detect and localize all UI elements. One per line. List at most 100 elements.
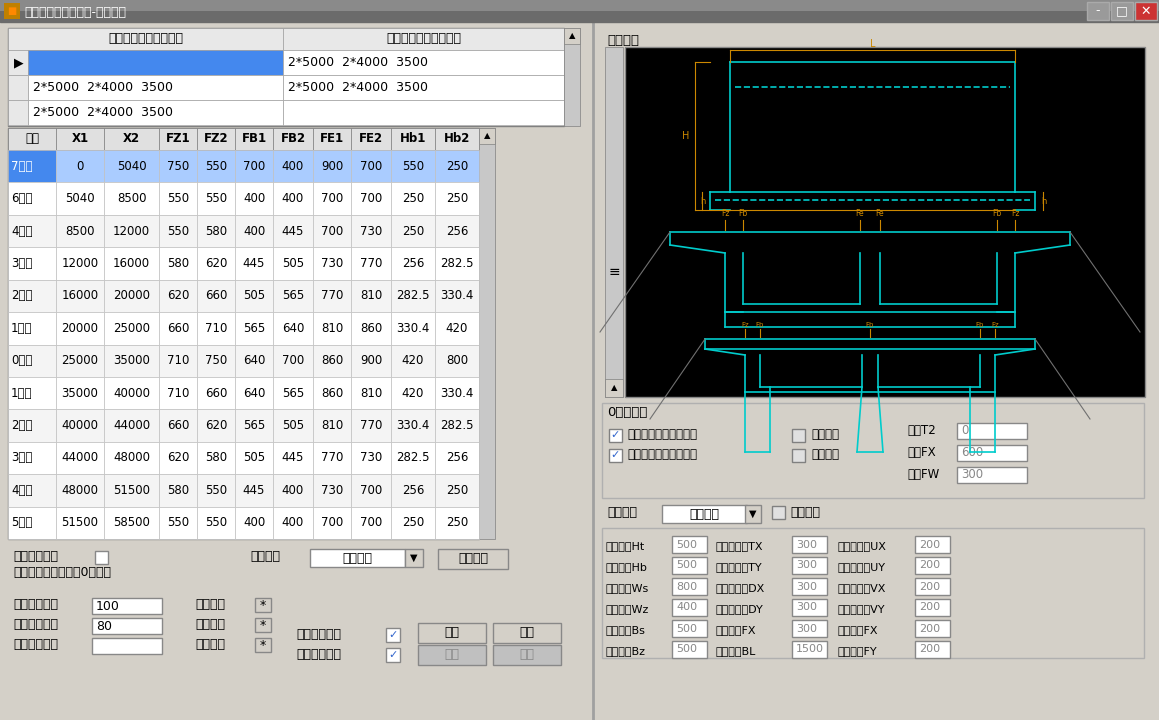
Text: X2: X2 (123, 132, 140, 145)
Text: 35000: 35000 (61, 387, 99, 400)
Text: 底板厚度Hb: 底板厚度Hb (605, 562, 647, 572)
Text: h: h (1041, 197, 1047, 205)
Bar (274, 215, 313, 247)
Bar (8, 28, 283, 50)
Bar (391, 410, 435, 442)
Text: 300: 300 (796, 539, 817, 549)
Text: 倒角FW: 倒角FW (907, 467, 939, 480)
Bar (1111, 2, 1134, 20)
Text: -: - (1095, 4, 1100, 17)
Text: Fb: Fb (866, 322, 874, 328)
Text: ■: ■ (7, 6, 16, 16)
Text: ▶: ▶ (14, 56, 23, 69)
Bar (435, 377, 479, 410)
Text: 断面倒角上TY: 断面倒角上TY (715, 562, 761, 572)
Bar (313, 128, 351, 150)
Bar (56, 377, 104, 410)
Bar (435, 279, 479, 312)
Text: 边腹板厚Ws: 边腹板厚Ws (605, 583, 648, 593)
Bar (197, 344, 235, 377)
Bar (104, 150, 159, 182)
Bar (8, 247, 56, 279)
Bar (283, 75, 564, 100)
Bar (235, 182, 274, 215)
Bar (351, 150, 391, 182)
Text: 腹板倒角FX: 腹板倒角FX (837, 625, 877, 635)
Text: 立面倒角上UY: 立面倒角上UY (837, 562, 885, 572)
Bar (672, 599, 707, 616)
Text: 505: 505 (282, 257, 304, 270)
Text: 500: 500 (676, 560, 697, 570)
Text: 2*5000  2*4000  3500: 2*5000 2*4000 3500 (32, 106, 173, 119)
Bar (351, 215, 391, 247)
Text: 实体横梁: 实体横梁 (688, 508, 719, 521)
Bar (351, 474, 391, 507)
Bar (8, 312, 56, 344)
Bar (274, 377, 313, 410)
Text: 25000: 25000 (112, 322, 150, 335)
Text: 800: 800 (446, 354, 468, 367)
Bar (159, 507, 197, 539)
Text: 580: 580 (205, 225, 227, 238)
Text: 700: 700 (321, 225, 343, 238)
Text: 节段划分长度（左侧）: 节段划分长度（左侧） (108, 32, 183, 45)
Bar (435, 312, 479, 344)
Bar (313, 474, 351, 507)
Bar (351, 128, 391, 150)
Bar (792, 536, 828, 553)
Text: 20000: 20000 (61, 322, 99, 335)
Bar (435, 410, 479, 442)
Text: 300: 300 (961, 469, 983, 482)
Text: 620: 620 (167, 289, 189, 302)
Text: Fb: Fb (992, 210, 1001, 218)
Text: L: L (869, 39, 875, 49)
Bar (235, 377, 274, 410)
Bar (391, 215, 435, 247)
Text: *: * (260, 618, 267, 631)
Bar (351, 377, 391, 410)
Bar (255, 598, 271, 612)
Text: 倒角FX: 倒角FX (907, 446, 935, 459)
Bar (159, 410, 197, 442)
Text: 250: 250 (402, 225, 424, 238)
Text: 550: 550 (167, 225, 189, 238)
Bar (391, 279, 435, 312)
Bar (56, 474, 104, 507)
Bar (159, 128, 197, 150)
Bar (672, 620, 707, 637)
Text: 282.5: 282.5 (396, 451, 430, 464)
Text: 282.5: 282.5 (440, 419, 474, 432)
Bar (435, 344, 479, 377)
Text: 250: 250 (446, 516, 468, 529)
Text: 断面倒角下DY: 断面倒角下DY (715, 604, 763, 614)
Bar (313, 150, 351, 182)
Text: 250: 250 (402, 192, 424, 205)
Text: 330.4: 330.4 (396, 419, 430, 432)
Text: 全部节段: 全部节段 (195, 639, 225, 652)
Bar (313, 507, 351, 539)
Text: 800: 800 (676, 582, 697, 592)
Bar (235, 312, 274, 344)
Bar (28, 100, 283, 125)
Bar (435, 128, 479, 150)
Bar (235, 128, 274, 150)
Bar (672, 536, 707, 553)
Text: 565: 565 (282, 289, 304, 302)
Bar (283, 28, 564, 50)
Bar (197, 279, 235, 312)
Bar (197, 474, 235, 507)
Text: 550: 550 (402, 160, 424, 173)
Text: 51500: 51500 (61, 516, 99, 529)
Text: 660: 660 (205, 387, 227, 400)
Bar (274, 247, 313, 279)
Bar (235, 442, 274, 474)
Bar (435, 150, 479, 182)
Text: 660: 660 (167, 322, 189, 335)
Text: *: * (260, 639, 267, 652)
Bar (56, 215, 104, 247)
Text: 700: 700 (360, 516, 382, 529)
Bar (391, 507, 435, 539)
Text: 节段立面比例: 节段立面比例 (13, 598, 58, 611)
Bar (8, 410, 56, 442)
Text: 4号块: 4号块 (10, 484, 32, 497)
